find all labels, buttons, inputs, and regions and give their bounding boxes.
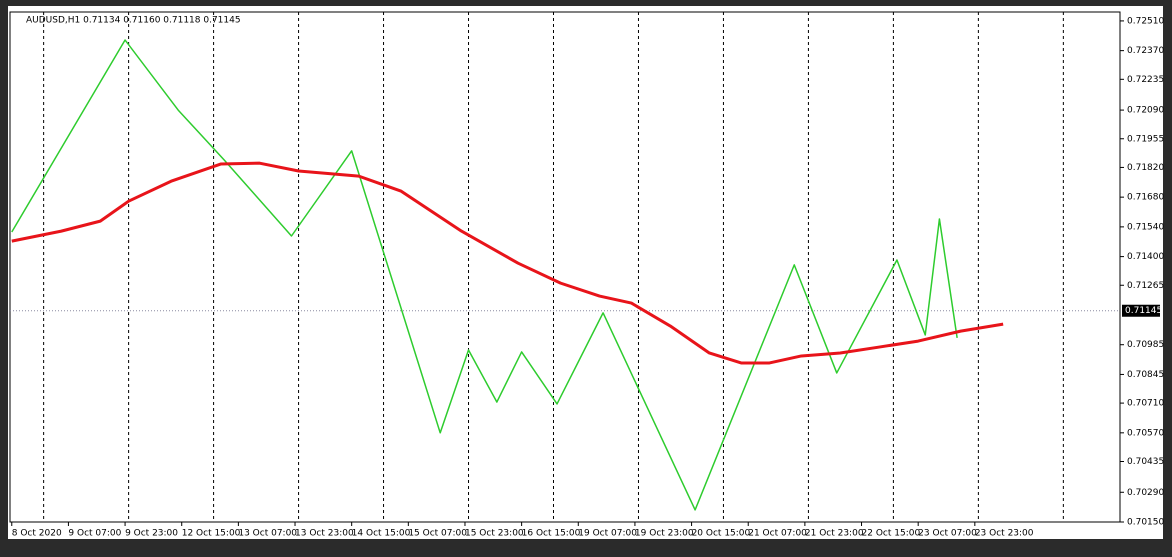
x-tick-label: 13 Oct 07:00 (238, 529, 297, 539)
y-tick-label: 0.71820 (1127, 163, 1164, 173)
series-line (11, 161, 1004, 365)
x-tick-label: 9 Oct 23:00 (125, 529, 178, 539)
x-tick-label: 9 Oct 07:00 (68, 529, 121, 539)
x-tick-label: 19 Oct 23:00 (635, 529, 694, 539)
y-tick-label: 0.72090 (1127, 106, 1164, 116)
plot-frame (9, 11, 1121, 523)
x-tick-label: 12 Oct 15:00 (182, 529, 241, 539)
x-tick-label: 22 Oct 15:00 (862, 529, 921, 539)
x-tick-label: 23 Oct 07:00 (918, 529, 977, 539)
y-tick-label: 0.70985 (1127, 340, 1164, 350)
series-line (11, 39, 958, 511)
y-tick-label: 0.70290 (1127, 488, 1164, 498)
x-tick-label: 8 Oct 2020 (12, 529, 62, 539)
y-tick-label: 0.70150 (1127, 518, 1164, 528)
y-tick-label: 0.71400 (1127, 252, 1164, 262)
x-tick-label: 19 Oct 07:00 (578, 529, 637, 539)
y-tick-label: 0.72510 (1127, 16, 1164, 26)
y-tick-label: 0.71955 (1127, 134, 1164, 144)
y-tick-label: 0.72370 (1127, 46, 1164, 56)
x-tick-label: 15 Oct 07:00 (408, 529, 467, 539)
x-tick-label: 15 Oct 23:00 (465, 529, 524, 539)
chart-background (8, 6, 1163, 539)
y-tick-label: 0.71265 (1127, 281, 1164, 291)
y-tick-label: 0.70435 (1127, 457, 1164, 467)
current-price-label: 0.71145 (1125, 306, 1162, 316)
y-tick-label: 0.70570 (1127, 428, 1164, 438)
y-tick-label: 0.71540 (1127, 222, 1164, 232)
y-tick-label: 0.72235 (1127, 75, 1164, 85)
x-tick-label: 21 Oct 07:00 (748, 529, 807, 539)
x-tick-label: 16 Oct 15:00 (522, 529, 581, 539)
y-tick-label: 0.70710 (1127, 399, 1164, 409)
y-tick-label: 0.71680 (1127, 193, 1164, 203)
chart-title: AUDUSD,H1 0.71134 0.71160 0.71118 0.7114… (26, 16, 241, 26)
current-price-box (1122, 304, 1160, 317)
x-tick-label: 21 Oct 23:00 (805, 529, 864, 539)
y-tick-label: 0.70845 (1127, 370, 1164, 380)
x-tick-label: 13 Oct 23:00 (295, 529, 354, 539)
x-tick-label: 20 Oct 15:00 (692, 529, 751, 539)
x-tick-label: 23 Oct 23:00 (975, 529, 1034, 539)
x-tick-label: 14 Oct 15:00 (352, 529, 411, 539)
